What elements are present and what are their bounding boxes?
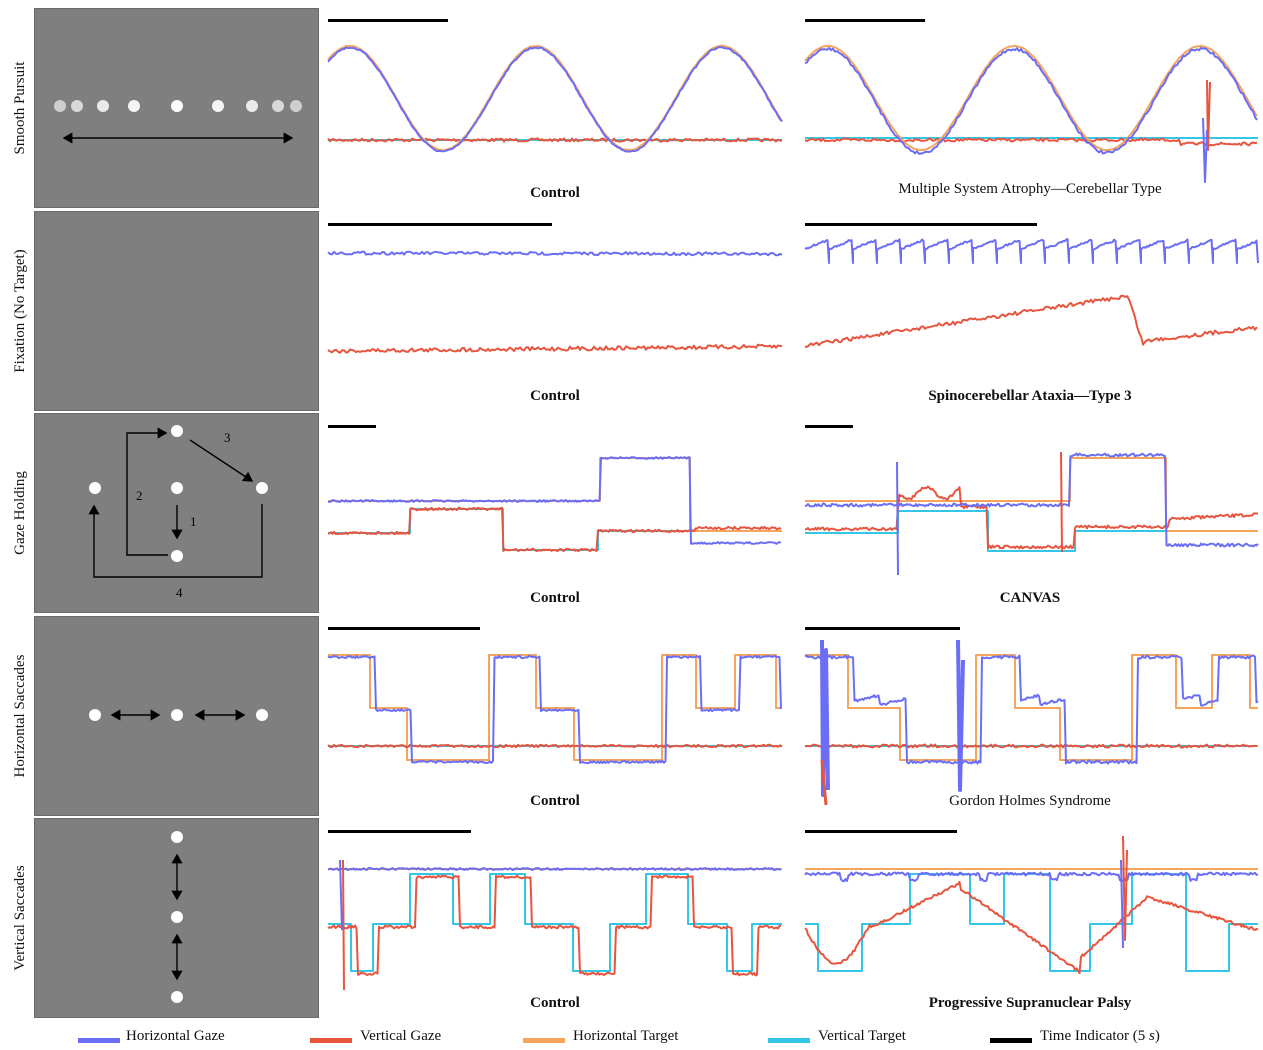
stimulus-panel xyxy=(34,413,319,613)
vertical-target-trace xyxy=(328,873,782,972)
vertical-target-trace xyxy=(805,873,1258,972)
time-indicator-bar xyxy=(328,627,480,630)
horizontal-gaze-trace xyxy=(327,867,781,871)
vertical-gaze-trace xyxy=(327,874,781,977)
control-caption: Control xyxy=(530,995,580,1011)
patient-caption: Gordon Holmes Syndrome xyxy=(949,793,1111,809)
time-indicator-bar xyxy=(328,830,471,833)
time-indicator-bar xyxy=(805,627,960,630)
legend-label-vertical-target: Vertical Target xyxy=(818,1028,906,1044)
horizontal-target-trace xyxy=(328,457,782,532)
horizontal-gaze-trace xyxy=(804,654,1259,765)
control-caption: Control xyxy=(530,793,580,809)
horizontal-gaze-spike xyxy=(1120,859,1124,949)
horizontal-gaze-spike xyxy=(820,639,830,797)
vertical-gaze-spike xyxy=(820,759,828,806)
vertical-gaze-spike xyxy=(342,859,345,991)
vertical-gaze-spike xyxy=(1122,835,1128,941)
time-indicator-bar xyxy=(805,830,957,833)
time-indicator-bar xyxy=(328,223,552,226)
vertical-gaze-trace xyxy=(804,485,1258,550)
vertical-gaze-trace xyxy=(804,880,1259,975)
patient-caption: Multiple System Atrophy—Cerebellar Type xyxy=(898,181,1162,197)
vertical-gaze-spike xyxy=(1206,79,1211,151)
row-label: Vertical Saccades xyxy=(12,865,28,971)
horizontal-gaze-spike xyxy=(339,859,343,931)
legend-label-horizontal-gaze: Horizontal Gaze xyxy=(126,1028,225,1044)
horizontal-gaze-trace xyxy=(327,46,783,153)
vertical-gaze-trace xyxy=(805,743,1257,749)
horizontal-target-trace xyxy=(805,654,1258,761)
horizontal-gaze-trace xyxy=(327,250,783,257)
stimulus-panel xyxy=(34,616,319,816)
legend-label-horizontal-target: Horizontal Target xyxy=(573,1028,679,1044)
control-caption: Control xyxy=(530,590,580,606)
row-label: Smooth Pursuit xyxy=(12,61,28,155)
row-label: Horizontal Saccades xyxy=(12,654,28,778)
legend: Horizontal Gaze Vertical Gaze Horizontal… xyxy=(0,1026,1263,1050)
horizontal-target-trace xyxy=(805,457,1258,532)
patient-caption: Progressive Supranuclear Palsy xyxy=(928,995,1132,1011)
time-indicator-bar xyxy=(805,19,925,22)
time-indicator-bar xyxy=(328,19,448,22)
patient-caption: CANVAS xyxy=(999,590,1061,606)
time-indicator-bar xyxy=(805,425,853,428)
vertical-gaze-trace xyxy=(327,137,783,143)
vertical-gaze-trace xyxy=(327,343,783,354)
horizontal-target-trace xyxy=(328,654,782,761)
legend-label-vertical-gaze: Vertical Gaze xyxy=(360,1028,442,1044)
vertical-gaze-trace xyxy=(804,294,1258,348)
horizontal-gaze-spike xyxy=(956,639,965,792)
legend-swatch-vertical-gaze xyxy=(310,1038,352,1043)
horizontal-gaze-trace xyxy=(804,238,1259,264)
row-label: Fixation (No Target) xyxy=(12,249,28,373)
horizontal-gaze-trace xyxy=(804,452,1259,548)
stimulus-panel xyxy=(34,818,319,1018)
time-indicator-bar xyxy=(328,425,376,428)
legend-swatch-horizontal-target xyxy=(523,1038,565,1043)
vertical-gaze-trace xyxy=(804,137,1258,147)
legend-swatch-horizontal-gaze xyxy=(78,1038,120,1043)
time-indicator-bar xyxy=(805,223,1037,226)
legend-label-time-indicator: Time Indicator (5 s) xyxy=(1040,1028,1160,1044)
stimulus-panel xyxy=(34,211,319,411)
horizontal-gaze-trace xyxy=(327,654,782,765)
stimulus-panel xyxy=(34,8,319,208)
horizontal-gaze-trace xyxy=(804,871,1258,883)
control-caption: Control xyxy=(530,388,580,404)
horizontal-target-trace xyxy=(804,44,1258,152)
patient-caption: Spinocerebellar Ataxia—Type 3 xyxy=(928,388,1132,404)
horizontal-gaze-spike xyxy=(896,461,899,576)
vertical-gaze-trace xyxy=(327,743,783,749)
horizontal-gaze-trace xyxy=(804,46,1258,155)
horizontal-gaze-trace xyxy=(327,456,782,545)
vertical-gaze-spike xyxy=(1060,451,1063,553)
vertical-gaze-trace xyxy=(327,506,782,553)
legend-swatch-time-indicator xyxy=(990,1038,1032,1043)
row-label: Gaze Holding xyxy=(12,471,28,555)
legend-swatch-vertical-target xyxy=(768,1038,810,1043)
horizontal-gaze-spike xyxy=(1202,117,1208,183)
control-caption: Control xyxy=(530,185,580,201)
